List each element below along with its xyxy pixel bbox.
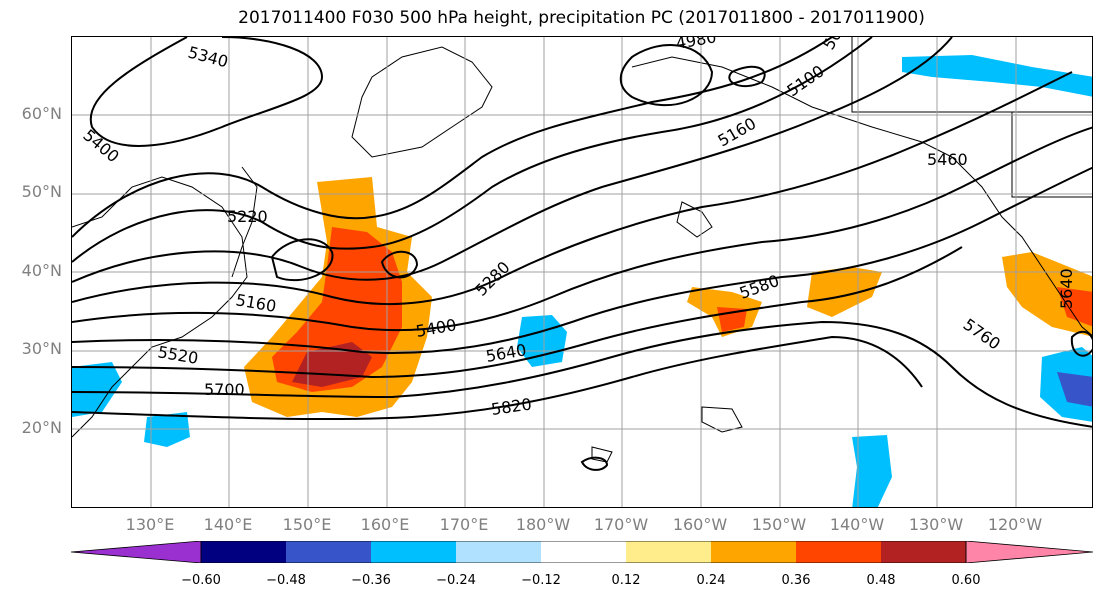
colorbar-tick-label: 0.12 — [611, 573, 641, 588]
map-canvas: 5340 4980 5400 5100 50 5160 5460 5220 51… — [72, 37, 1092, 507]
colorbar-segment — [711, 541, 796, 563]
colorbar-segment — [541, 541, 626, 563]
colorbar-tick-label: −0.60 — [181, 573, 221, 588]
negative-anomaly-southeast-core — [1057, 372, 1092, 407]
lon-label-170e: 170°E — [439, 515, 489, 534]
precip-fills — [72, 55, 1092, 507]
lon-label-150w: 150°W — [751, 515, 807, 534]
lat-label-50n: 50°N — [21, 182, 62, 201]
contour-label: 5520 — [156, 342, 199, 368]
height-contours — [72, 37, 1092, 471]
colorbar-segment — [456, 541, 541, 563]
contour-label: 5220 — [227, 207, 268, 226]
colorbar-tick-label: −0.48 — [266, 573, 306, 588]
positive-anomaly-east2 — [807, 267, 882, 317]
lat-label-40n: 40°N — [21, 261, 62, 280]
contour-label: 5700 — [204, 380, 245, 399]
colorbar-tick-label: 0.48 — [866, 573, 896, 588]
lon-label-130w: 130°W — [908, 515, 964, 534]
map-panel[interactable]: 5340 4980 5400 5100 50 5160 5460 5220 51… — [71, 36, 1093, 508]
lon-label-160w: 160°W — [672, 515, 728, 534]
colorbar-tick-label: 0.60 — [951, 573, 981, 588]
colorbar — [71, 541, 1093, 563]
colorbar-tick-label: −0.36 — [351, 573, 391, 588]
colorbar-tick-label: −0.12 — [521, 573, 561, 588]
map-title: 2017011400 F030 500 hPa height, precipit… — [238, 8, 925, 28]
colorbar-tick-label: 0.36 — [781, 573, 811, 588]
contour-label: 5640 — [1057, 268, 1076, 309]
lat-label-30n: 30°N — [21, 339, 62, 358]
contour-label: 5400 — [79, 126, 122, 167]
contour-label: 5460 — [927, 150, 968, 169]
contour-label: 5280 — [471, 258, 513, 300]
colorbar-segment — [796, 541, 881, 563]
lon-label-170w: 170°W — [593, 515, 649, 534]
graticule — [72, 37, 1092, 507]
lat-label-60n: 60°N — [21, 104, 62, 123]
colorbar-segment — [881, 541, 966, 563]
colorbar-tick-label: −0.24 — [436, 573, 476, 588]
contour-label: 5760 — [960, 315, 1004, 354]
colorbar-segment-high-extend — [965, 541, 1093, 563]
contour-label: 4980 — [674, 37, 717, 53]
contour-label: 5100 — [783, 61, 827, 100]
colorbar-segment — [371, 541, 456, 563]
lon-label-180w: 180°W — [515, 515, 571, 534]
lon-label-130e: 130°E — [125, 515, 175, 534]
lat-label-20n: 20°N — [21, 418, 62, 437]
contour-label: 5580 — [737, 271, 782, 303]
negative-anomaly-west — [72, 362, 122, 417]
coastlines — [72, 37, 1092, 463]
lon-label-160e: 160°E — [360, 515, 410, 534]
colorbar-segment — [201, 541, 286, 563]
contour-label: 5160 — [234, 290, 277, 316]
contour-label: 5340 — [186, 43, 230, 72]
colorbar-tick-label: 0.24 — [696, 573, 726, 588]
negative-anomaly-south — [852, 435, 892, 507]
colorbar-segment-low-extend — [71, 541, 202, 563]
lon-label-140e: 140°E — [203, 515, 253, 534]
contour-label: 50 — [819, 37, 846, 53]
lon-label-120w: 120°W — [987, 515, 1043, 534]
contour-label: 5820 — [490, 394, 533, 418]
lon-label-140w: 140°W — [829, 515, 885, 534]
lon-label-150e: 150°E — [282, 515, 332, 534]
colorbar-segment — [286, 541, 371, 563]
colorbar-segment — [626, 541, 711, 563]
positive-anomaly-east3-core — [1057, 287, 1092, 327]
